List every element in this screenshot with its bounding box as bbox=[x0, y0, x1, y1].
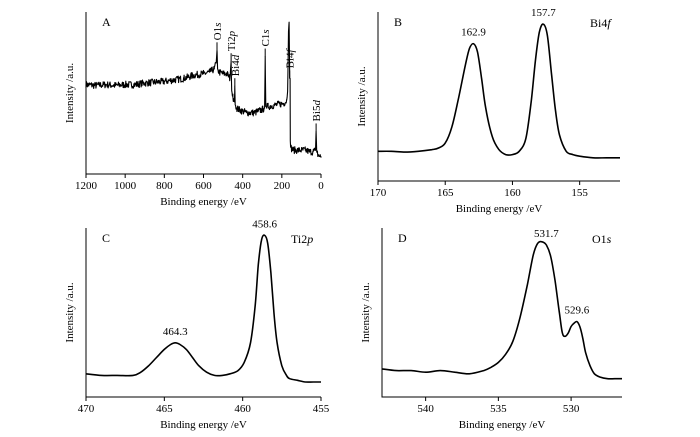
x-tick-label: 160 bbox=[504, 187, 521, 199]
spectrum-line-c bbox=[85, 234, 321, 383]
chart-panel-a: 1200 1000 800 600 400 200 0 Binding energy /eV I… bbox=[64, 12, 324, 208]
chart-panel-c: 470 465 460 455 Binding energy /eV Intensity … bbox=[64, 218, 330, 431]
x-axis-label: Binding energy /eV bbox=[459, 419, 546, 431]
y-axis-label: Intensity /a.u. bbox=[360, 282, 372, 342]
x-tick-label: 600 bbox=[195, 180, 212, 192]
peak-marker-label: Bi4f bbox=[285, 47, 297, 68]
peak-marker-label: Ti2p bbox=[226, 30, 238, 51]
x-axis-label: Binding energy /eV bbox=[160, 419, 247, 431]
peak-marker-label: Bi4d bbox=[230, 54, 242, 76]
panel-title: Ti2p bbox=[291, 232, 313, 246]
x-axis-label: Binding energy /eV bbox=[456, 203, 543, 215]
x-tick-label: 170 bbox=[370, 187, 387, 199]
peak-value-label: 464.3 bbox=[163, 326, 188, 338]
x-tick-label: 200 bbox=[274, 180, 291, 192]
panel-label: B bbox=[394, 15, 402, 29]
peak-value-label: 531.7 bbox=[534, 228, 559, 240]
chart-panel-b: 170 165 160 155 Binding energy /eV Intensity … bbox=[356, 7, 620, 215]
x-tick-label: 165 bbox=[437, 187, 454, 199]
axis-frame bbox=[85, 228, 321, 398]
panel-label: D bbox=[398, 231, 407, 245]
x-tick-label: 0 bbox=[318, 180, 324, 192]
x-tick-label: 800 bbox=[156, 180, 173, 192]
panel-label: A bbox=[102, 15, 111, 29]
panel-title: O1s bbox=[592, 232, 612, 246]
y-axis-label: Intensity /a.u. bbox=[356, 66, 368, 126]
x-tick-label: 155 bbox=[571, 187, 588, 199]
peak-value-label: 157.7 bbox=[531, 7, 556, 19]
x-tick-label: 540 bbox=[417, 403, 434, 415]
peak-value-label: 162.9 bbox=[461, 27, 486, 39]
peak-value-label: 529.6 bbox=[565, 305, 590, 317]
x-axis-label: Binding energy /eV bbox=[160, 196, 247, 208]
y-axis-label: Intensity /a.u. bbox=[64, 282, 76, 342]
x-tick-label: 535 bbox=[490, 403, 507, 415]
panel-title: Bi4f bbox=[590, 16, 612, 30]
x-tick-label: 455 bbox=[313, 403, 330, 415]
spectrum-line-d bbox=[381, 240, 622, 380]
peak-marker-label: O1s bbox=[212, 23, 224, 41]
x-tick-label: 530 bbox=[563, 403, 580, 415]
axis-frame bbox=[85, 12, 321, 175]
x-tick-label: 1200 bbox=[75, 180, 98, 192]
x-tick-label: 460 bbox=[234, 403, 251, 415]
axis-frame bbox=[377, 12, 620, 182]
y-axis-label: Intensity /a.u. bbox=[64, 63, 76, 123]
spectrum-line-a bbox=[85, 21, 322, 158]
x-tick-label: 465 bbox=[156, 403, 173, 415]
x-tick-label: 1000 bbox=[114, 180, 137, 192]
panel-label: C bbox=[102, 231, 110, 245]
peak-value-label: 458.6 bbox=[252, 218, 277, 230]
spectrum-line-b bbox=[377, 23, 620, 159]
axis-frame bbox=[381, 228, 622, 398]
peak-marker-label: C1s bbox=[260, 29, 272, 46]
x-tick-label: 470 bbox=[78, 403, 95, 415]
peak-marker-label: Bi5d bbox=[311, 100, 323, 122]
chart-panel-d: 540 535 530 Binding energy /eV Intensity /a.… bbox=[360, 228, 622, 431]
x-tick-label: 400 bbox=[234, 180, 251, 192]
